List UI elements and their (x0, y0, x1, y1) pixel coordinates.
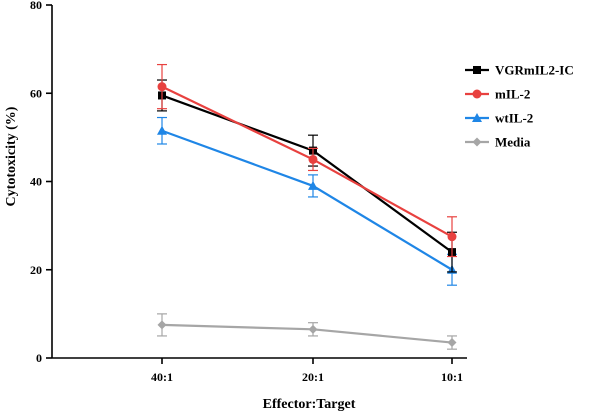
y-axis-title: Cytotoxicity (%) (4, 106, 19, 206)
series-line (161, 94, 453, 253)
y-tick-label: 60 (30, 86, 42, 100)
legend-marker (472, 137, 482, 147)
legend-item: wtIL-2 (465, 111, 533, 126)
legend-item: Media (465, 135, 531, 150)
series-line (161, 323, 453, 344)
legend-label: mIL-2 (495, 87, 530, 102)
data-point (157, 82, 167, 92)
y-tick-label: 20 (30, 263, 42, 277)
legend-marker (472, 113, 482, 122)
y-tick-label: 0 (36, 351, 42, 365)
x-tick-label: 20:1 (302, 370, 324, 384)
series-vgrmil2-ic (157, 79, 457, 273)
axes (51, 5, 467, 359)
series-media (157, 313, 457, 350)
data-point (157, 125, 167, 135)
series-line (161, 85, 453, 238)
series-wtil-2 (157, 116, 457, 286)
legend-label: Media (495, 135, 531, 150)
x-tick-label: 40:1 (151, 370, 173, 384)
y-tick-label: 40 (30, 175, 42, 189)
legend-item: VGRmIL2-IC (465, 63, 574, 78)
data-point (157, 320, 167, 330)
data-point (447, 232, 457, 242)
legend-label: VGRmIL2-IC (495, 63, 574, 78)
data-point (308, 154, 318, 164)
legend-label: wtIL-2 (495, 111, 533, 126)
x-axis-title: Effector:Target (263, 397, 356, 412)
legend-marker (472, 89, 482, 99)
series-line (161, 129, 453, 271)
data-point (308, 324, 318, 334)
data-point (308, 180, 318, 190)
y-ticks: 0 20 40 60 80 (30, 0, 52, 365)
legend-marker (473, 66, 481, 74)
y-tick-label: 80 (30, 0, 42, 12)
data-point (447, 338, 457, 348)
x-ticks: 40:1 20:1 10:1 (151, 358, 463, 384)
x-tick-label: 10:1 (441, 370, 463, 384)
legend-item: mIL-2 (465, 87, 530, 102)
series-mil-2 (157, 63, 457, 258)
legend: VGRmIL2-IC mIL-2 wtIL-2 Media (465, 63, 574, 150)
plot-area (157, 63, 457, 350)
